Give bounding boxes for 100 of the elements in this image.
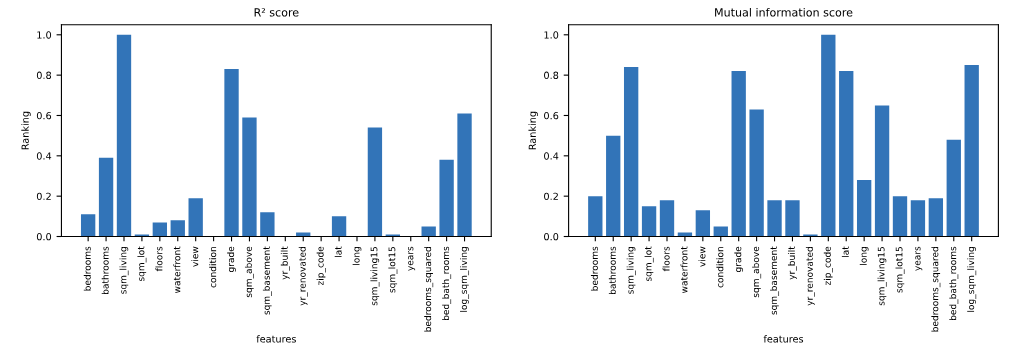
bar [695,210,711,237]
x-tick-label: zip_code [823,246,833,286]
bar [367,127,383,237]
bar [98,157,114,237]
bar [80,214,96,237]
bar [839,71,854,237]
x-tick-label: view [698,246,706,267]
bar [439,159,454,237]
x-tick-label: sqm_lot15 [388,247,398,293]
y-tick-label: 0.6 [36,111,52,120]
bar [170,220,185,237]
y-tick-label: 0.2 [544,192,558,200]
bar [152,222,168,237]
x-tick-label: yr_renovated [805,247,815,306]
x-tick-label: sqm_basement [262,246,272,315]
x-tick-label: bed_bath_rooms [949,246,959,321]
bar [928,198,944,237]
x-tick-label: bedrooms_squared [931,247,941,332]
bar [713,226,728,237]
x-tick-label: years [915,246,923,271]
bar [821,34,836,237]
x-tick-label: yr_renovated [298,247,308,306]
x-tick-label: waterfront [173,246,181,294]
bar [134,234,150,237]
bar [116,34,132,237]
bar [892,196,908,237]
x-tick-label: sqm_basement [770,246,780,315]
bar [785,200,800,237]
bar [242,117,257,237]
x-tick-label: condition [716,247,724,288]
x-tick-label: long [859,247,869,265]
x-axis-title: features [763,335,804,343]
x-tick-label: sqm_living15 [877,247,887,306]
y-tick-label: 0.0 [544,232,559,241]
x-tick-label: sqm_lot [137,246,147,282]
x-tick-label: sqm_living15 [370,247,380,306]
y-tick-label: 0.4 [36,152,52,160]
bar [749,109,764,237]
x-tick-label: sqm_lot [644,246,654,282]
bar [224,69,239,237]
x-tick-label: log_sqm_living [967,247,977,312]
x-tick-label: sqm_above [752,246,762,298]
chart-title: R² score [254,8,299,17]
x-tick-label: sqm_above [244,246,254,298]
bar [641,206,657,237]
bar [623,67,639,237]
x-tick-label: condition [209,247,217,288]
y-tick-label: 0.6 [544,111,559,120]
y-tick-label: 0.0 [36,232,52,241]
x-tick-label: bed_bath_rooms [442,246,452,321]
y-tick-label: 1.0 [544,31,559,39]
y-axis-title: Ranking [21,111,31,150]
x-tick-label: zip_code [316,246,326,286]
x-tick-label: grade [734,246,744,272]
bar [659,200,675,237]
x-tick-label: lat [841,246,849,257]
bar [677,232,693,237]
bar [874,105,890,237]
x-tick-label: years [408,246,416,271]
x-tick-label: log_sqm_living [460,247,470,312]
x-tick-label: floors [662,246,670,272]
x-tick-label: view [191,246,199,267]
y-axis-title: Ranking [528,111,538,150]
bar [331,216,347,237]
bar [803,234,818,237]
bar [421,226,436,237]
bar [385,234,401,237]
bar [260,212,275,237]
bar [910,200,926,237]
x-tick-label: grade [227,246,236,272]
y-tick-label: 1.0 [37,31,52,39]
x-tick-label: lat [334,246,342,257]
x-tick-label: waterfront [680,246,688,294]
x-tick-label: sqm_living [119,247,129,294]
x-tick-label: yr_built [787,246,797,280]
y-tick-label: 0.4 [544,152,559,160]
x-tick-label: bedrooms [83,246,91,291]
y-tick-label: 0.8 [36,71,52,79]
bar [188,198,203,237]
bar [731,71,746,237]
x-tick-label: bedrooms [590,246,598,291]
bar [767,200,782,237]
bar [588,196,603,237]
x-tick-label: bathrooms [101,246,109,294]
bar [606,135,621,237]
x-tick-label: bedrooms_squared [424,247,434,332]
x-axis-title: features [256,335,296,343]
y-tick-label: 0.2 [36,192,51,200]
bar [457,113,472,237]
bar [946,139,961,237]
x-tick-label: sqm_living [626,247,636,294]
x-tick-label: yr_built [280,246,290,280]
x-tick-label: floors [155,246,163,272]
chart-title: Mutual information score [715,7,853,17]
x-tick-label: bathrooms [608,246,616,294]
bar [296,232,311,237]
bar [856,180,872,237]
y-tick-label: 0.8 [544,71,559,79]
bar [964,65,979,237]
x-tick-label: sqm_lot15 [895,247,905,293]
